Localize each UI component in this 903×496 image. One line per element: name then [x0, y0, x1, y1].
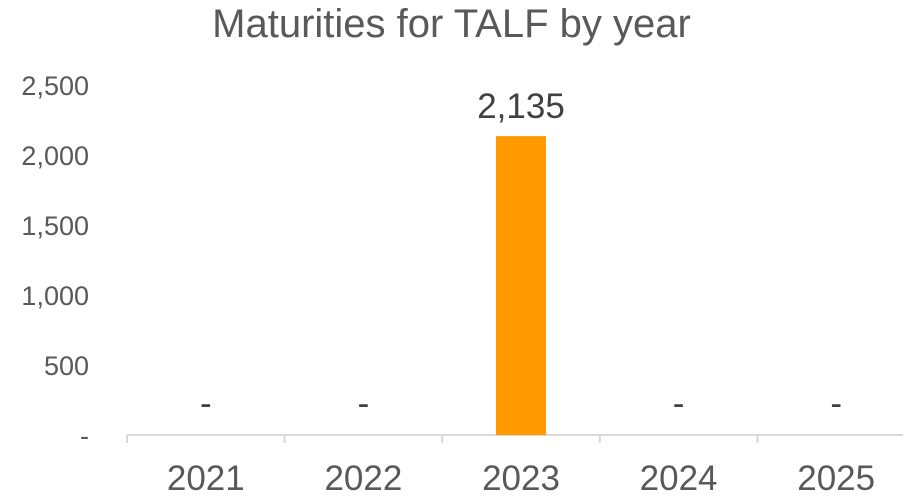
y-tick-label: 2,500: [21, 71, 89, 101]
y-tick-label: 500: [44, 351, 89, 381]
y-tick-label: 2,000: [21, 141, 89, 171]
x-tick-label: 2022: [324, 459, 402, 496]
data-label-2024: -: [673, 384, 685, 423]
y-tick-label: -: [80, 421, 89, 451]
data-label-2025: -: [830, 384, 842, 423]
bar-2023: [496, 136, 546, 435]
data-label-2021: -: [200, 384, 212, 423]
y-tick-label: 1,500: [21, 211, 89, 241]
data-label-2023: 2,135: [477, 87, 565, 126]
chart-title: Maturities for TALF by year: [212, 2, 691, 46]
x-tick-label: 2025: [797, 459, 875, 496]
x-tick-label: 2023: [482, 459, 560, 496]
x-tick-label: 2021: [167, 459, 245, 496]
data-label-2022: -: [358, 384, 370, 423]
y-tick-label: 1,000: [21, 281, 89, 311]
x-tick-label: 2024: [640, 459, 718, 496]
